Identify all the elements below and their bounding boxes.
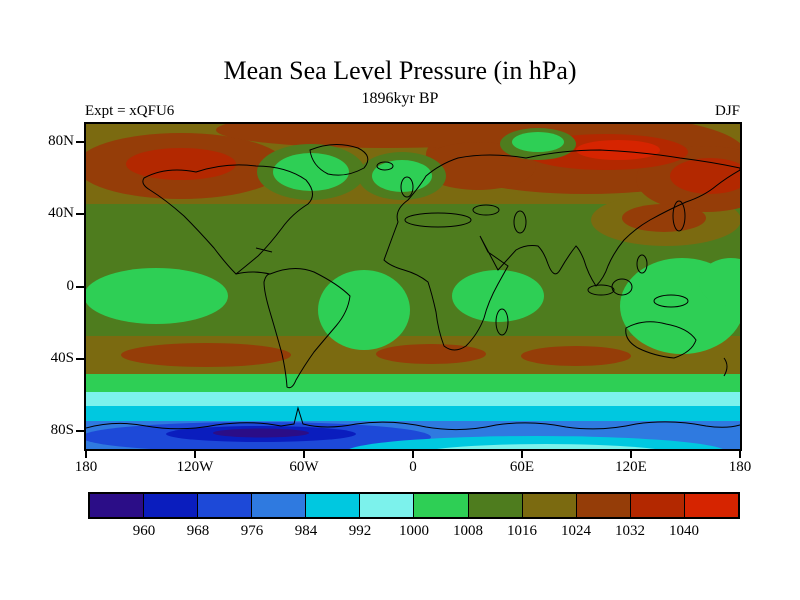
- lat-label-40s: 40S: [50, 350, 74, 366]
- colorbar-label: 1000: [399, 523, 429, 539]
- coastline-greenland: [309, 144, 369, 176]
- coastline-black-sea: [472, 204, 500, 216]
- contour-region: [452, 270, 544, 322]
- x-axis-tick: [85, 451, 87, 458]
- x-axis-tick: [194, 451, 196, 458]
- contour-region: [699, 258, 740, 306]
- colorbar-label: 984: [294, 523, 318, 539]
- coastline-south-america: [263, 268, 351, 389]
- contour-region: [521, 346, 631, 366]
- y-axis-tick: [76, 213, 84, 215]
- coastline-japan: [672, 200, 686, 232]
- contour-region: [318, 270, 410, 350]
- lon-label-120e: 120E: [615, 459, 647, 475]
- coastline-north-america: [142, 164, 313, 275]
- coastlines: [86, 144, 740, 431]
- contour-region: [372, 160, 432, 192]
- coastline-mediterranean: [404, 212, 472, 228]
- colorbar-segment: [576, 494, 631, 517]
- colorbar-label: 976: [240, 523, 264, 539]
- coastline-sumatra: [587, 284, 615, 296]
- contour-region: [86, 268, 228, 324]
- chart-subtitle: 1896kyr BP: [361, 90, 439, 107]
- colorbar-segment: [144, 494, 199, 517]
- coastline-philippines: [636, 254, 648, 274]
- y-axis-tick: [76, 286, 84, 288]
- colorbar-label: 968: [186, 523, 210, 539]
- contour-region: [273, 153, 349, 191]
- lon-label-120w: 120W: [176, 459, 214, 475]
- colorbar-label: 992: [348, 523, 372, 539]
- season-label: DJF: [714, 103, 740, 119]
- colorbar-label: 1032: [615, 523, 645, 539]
- map-plot-area: [84, 122, 742, 451]
- colorbar-label: 1024: [561, 523, 591, 539]
- lon-label-180e: 180: [728, 459, 752, 475]
- colorbar-label: 1008: [453, 523, 483, 539]
- colorbar-segment: [306, 494, 361, 517]
- contour-region: [622, 204, 706, 232]
- colorbar-segment: [630, 494, 685, 517]
- colorbar-segment: [90, 494, 145, 517]
- contour-region: [512, 132, 564, 152]
- colorbar-label: 960: [132, 523, 156, 539]
- contour-region: [437, 444, 655, 449]
- coastline-new-guinea: [653, 294, 689, 308]
- coastline-new-zealand: [723, 357, 728, 377]
- coastline-central-america: [235, 271, 271, 275]
- pressure-map: [86, 124, 740, 449]
- contour-region: [376, 344, 486, 364]
- colorbar-segment: [198, 494, 253, 517]
- contour-region: [670, 158, 740, 194]
- coastline-australia: [625, 321, 697, 359]
- contour-region: [349, 436, 723, 449]
- x-axis-tick: [630, 451, 632, 458]
- lat-label-80s: 80S: [50, 422, 74, 438]
- coastline-caspian-sea: [513, 210, 527, 234]
- y-axis-tick: [76, 358, 84, 360]
- lon-label-60w: 60W: [289, 459, 319, 475]
- colorbar-label: 1040: [669, 523, 699, 539]
- coastline-madagascar: [495, 308, 509, 336]
- lon-label-0: 0: [409, 459, 417, 475]
- x-axis-tick: [521, 451, 523, 458]
- chart-title: Mean Sea Level Pressure (in hPa): [223, 56, 577, 85]
- y-axis-tick: [76, 141, 84, 143]
- experiment-label: Expt = xQFU6: [85, 103, 175, 119]
- contour-region: [86, 392, 740, 408]
- lat-label-80n: 80N: [48, 133, 74, 149]
- lat-label-40n: 40N: [48, 205, 74, 221]
- contour-region: [213, 428, 309, 438]
- contour-region: [216, 124, 556, 148]
- colorbar-swatches: [88, 492, 740, 519]
- coastline-iceland: [376, 161, 394, 171]
- contour-region: [420, 142, 536, 190]
- x-axis-tick: [739, 451, 741, 458]
- coastline-cuba: [255, 247, 273, 253]
- lon-label-60e: 60E: [509, 459, 535, 475]
- contour-region: [126, 148, 236, 180]
- colorbar-segment: [414, 494, 469, 517]
- coastline-britain: [400, 176, 414, 198]
- lon-label-180w: 180: [74, 459, 98, 475]
- colorbar-segment: [360, 494, 415, 517]
- pressure-field: [86, 124, 740, 449]
- x-axis-tick: [412, 451, 414, 458]
- x-axis-tick: [303, 451, 305, 458]
- colorbar-segment: [684, 494, 738, 517]
- colorbar-segment: [522, 494, 577, 517]
- coastline-africa-eurasia: [383, 149, 740, 351]
- y-axis-tick: [76, 430, 84, 432]
- lat-label-eq: 0: [66, 278, 75, 294]
- contour-region: [576, 140, 660, 160]
- contour-region: [86, 374, 740, 396]
- colorbar-label: 1016: [507, 523, 537, 539]
- contour-region: [121, 343, 291, 367]
- coastline-antarctica: [86, 406, 740, 431]
- contour-region: [86, 406, 740, 423]
- colorbar-segment: [252, 494, 307, 517]
- colorbar-segment: [468, 494, 523, 517]
